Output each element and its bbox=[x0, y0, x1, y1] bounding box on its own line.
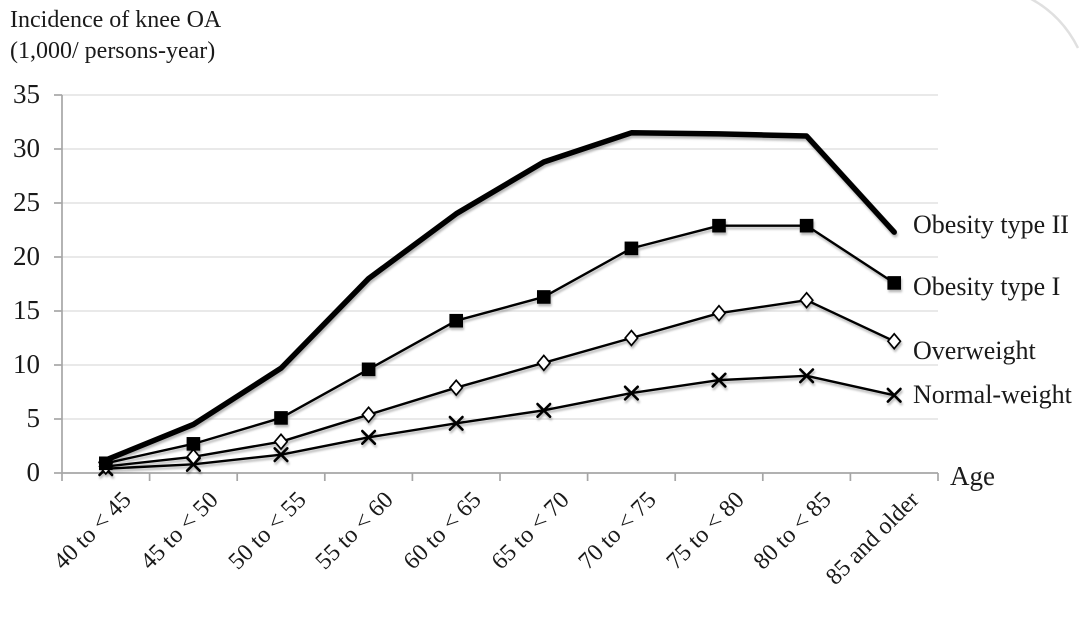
marker-x-normal-weight-pt7 bbox=[711, 372, 727, 388]
legend-label-obesity-type-ii: Obesity type II bbox=[913, 210, 1069, 240]
legend-label-normal-weight: Normal-weight bbox=[913, 380, 1072, 410]
marker-x-normal-weight-pt3 bbox=[361, 429, 377, 445]
marker-open-diamond-overweight-pt4 bbox=[448, 378, 464, 397]
marker-filled-square-obesity-type-i-pt2 bbox=[274, 411, 288, 425]
marker-filled-square-obesity-type-i-pt4 bbox=[449, 313, 463, 328]
y-axis-title-line2: (1,000/ persons-year) bbox=[10, 38, 216, 64]
y-tick-label-25: 25 bbox=[13, 187, 40, 217]
marker-open-diamond-overweight-pt9 bbox=[886, 332, 902, 350]
marker-filled-square-obesity-type-i-pt8 bbox=[799, 218, 814, 233]
series-line-overweight bbox=[104, 299, 896, 468]
y-tick-label-15: 15 bbox=[13, 295, 40, 325]
marker-filled-square-obesity-type-i-pt9 bbox=[887, 276, 901, 290]
legend-label-obesity-type-i: Obesity type I bbox=[913, 271, 1061, 301]
y-axis-title-line1: Incidence of knee OA bbox=[10, 7, 222, 33]
page-curl-artifact bbox=[1030, 0, 1080, 49]
x-axis-title: Age bbox=[950, 461, 995, 491]
marker-open-diamond-overweight-pt6 bbox=[624, 329, 639, 347]
y-tick-label-30: 30 bbox=[13, 133, 40, 163]
marker-filled-square-obesity-type-i-pt7 bbox=[712, 218, 726, 233]
series-line-obesity-type-ii bbox=[103, 130, 897, 463]
y-axis-title: Incidence of knee OA (1,000/ persons-yea… bbox=[10, 5, 221, 67]
series-line-obesity-type-i bbox=[104, 224, 896, 465]
marker-open-diamond-overweight-pt7 bbox=[711, 304, 727, 322]
y-tick-label-20: 20 bbox=[13, 241, 40, 271]
marker-open-diamond-overweight-pt8 bbox=[799, 291, 814, 309]
marker-x-normal-weight-pt9 bbox=[886, 387, 902, 403]
marker-filled-square-obesity-type-i-pt5 bbox=[537, 290, 551, 304]
marker-x-normal-weight-pt8 bbox=[799, 368, 815, 384]
y-tick-label-35: 35 bbox=[13, 79, 40, 109]
y-tick-label-0: 0 bbox=[26, 457, 41, 487]
series-line-normal-weight bbox=[104, 374, 896, 470]
marker-open-diamond-overweight-pt2 bbox=[273, 432, 289, 451]
marker-x-normal-weight-pt5 bbox=[536, 402, 552, 418]
marker-x-normal-weight-pt2 bbox=[273, 447, 289, 463]
marker-open-diamond-overweight-pt5 bbox=[536, 354, 552, 372]
marker-x-normal-weight-pt6 bbox=[623, 385, 639, 401]
marker-open-diamond-overweight-pt1 bbox=[186, 448, 201, 466]
series-group bbox=[98, 130, 902, 477]
marker-filled-square-obesity-type-i-pt6 bbox=[624, 241, 639, 256]
marker-x-normal-weight-pt4 bbox=[448, 415, 464, 431]
marker-filled-square-obesity-type-i-pt1 bbox=[186, 437, 201, 451]
y-tick-label-10: 10 bbox=[13, 349, 40, 379]
marker-filled-square-obesity-type-i-pt3 bbox=[361, 362, 376, 377]
legend-label-overweight: Overweight bbox=[913, 336, 1036, 366]
marker-open-diamond-overweight-pt3 bbox=[361, 405, 376, 424]
y-tick-label-5: 5 bbox=[26, 403, 41, 433]
